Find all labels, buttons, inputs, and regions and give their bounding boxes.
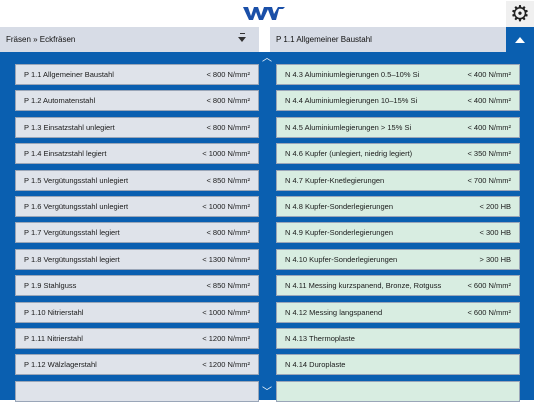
list-item[interactable]: P 1.10 Nitrierstahl < 1000 N/mm² bbox=[15, 301, 259, 323]
material-column-p: P 1.1 Allgemeiner Baustahl < 800 N/mm² P … bbox=[15, 64, 259, 407]
gear-icon: ⚙ bbox=[510, 1, 530, 26]
scroll-up-icon[interactable]: ︿ bbox=[262, 53, 272, 64]
settings-button[interactable]: ⚙ bbox=[506, 1, 534, 27]
dropdown-toggle[interactable] bbox=[236, 31, 248, 47]
list-item[interactable]: N 4.14 Duroplaste bbox=[276, 354, 520, 376]
list-item[interactable]: N 4.5 Aluminiumlegierungen > 15% Si < 400… bbox=[276, 116, 520, 138]
list-item[interactable]: P 1.12 Wälzlagerstahl < 1200 N/mm² bbox=[15, 354, 259, 376]
list-item[interactable]: P 1.3 Einsatzstahl unlegiert < 800 N/mm² bbox=[15, 116, 259, 138]
list-item[interactable]: N 4.10 Kupfer-Sonderlegierungen > 300 HB bbox=[276, 248, 520, 270]
list-item[interactable]: N 4.12 Messing langspanend < 600 N/mm² bbox=[276, 301, 520, 323]
list-item[interactable]: P 1.6 Vergütungsstahl unlegiert < 1000 N/… bbox=[15, 195, 259, 217]
list-item[interactable]: P 1.4 Einsatzstahl legiert < 1000 N/mm² bbox=[15, 143, 259, 165]
scroll-down-icon[interactable]: ﹀ bbox=[262, 387, 272, 398]
process-selector[interactable]: Fräsen » Eckfräsen bbox=[0, 27, 259, 52]
wvt-logo bbox=[243, 7, 285, 20]
list-item[interactable]: P 1.11 Nitrierstahl < 1200 N/mm² bbox=[15, 327, 259, 349]
list-item[interactable]: P 1.5 Vergütungsstahl unlegiert < 850 N/m… bbox=[15, 169, 259, 191]
list-item[interactable]: N 4.8 Kupfer-Sonderlegierungen < 200 HB bbox=[276, 195, 520, 217]
collapse-button[interactable] bbox=[506, 27, 534, 52]
list-item[interactable]: N 4.3 Aluminiumlegierungen 0.5–10% Si < 4… bbox=[276, 64, 520, 85]
list-item[interactable]: N 4.7 Kupfer-Knetlegierungen < 700 N/mm² bbox=[276, 169, 520, 191]
list-item[interactable]: P 1.8 Vergütungsstahl legiert < 1300 N/mm… bbox=[15, 248, 259, 270]
list-item[interactable]: P 1.7 Vergütungsstahl legiert < 800 N/mm² bbox=[15, 222, 259, 244]
chevron-up-icon bbox=[515, 36, 525, 43]
chevron-down-icon bbox=[238, 37, 246, 42]
list-item[interactable]: P 1.9 Stahlguss < 850 N/mm² bbox=[15, 275, 259, 297]
list-item[interactable]: N 4.11 Messing kurzspanend, Bronze, Rotg… bbox=[276, 275, 520, 297]
list-item[interactable]: P 1.1 Allgemeiner Baustahl < 800 N/mm² bbox=[15, 64, 259, 85]
list-item[interactable]: N 4.4 Aluminiumlegierungen 10–15% Si < 40… bbox=[276, 90, 520, 112]
list-item[interactable]: N 4.6 Kupfer (unlegiert, niedrig legiert… bbox=[276, 143, 520, 165]
list-item[interactable] bbox=[15, 380, 259, 402]
dash-icon bbox=[239, 33, 245, 34]
list-item[interactable] bbox=[276, 380, 520, 402]
list-item[interactable]: N 4.9 Kupfer-Sonderlegierungen < 300 HB bbox=[276, 222, 520, 244]
material-selector-value: P 1.1 Allgemeiner Baustahl bbox=[276, 35, 372, 44]
list-item[interactable]: N 4.13 Thermoplaste bbox=[276, 327, 520, 349]
list-item[interactable]: P 1.2 Automatenstahl < 800 N/mm² bbox=[15, 90, 259, 112]
material-column-n: N 4.3 Aluminiumlegierungen 0.5–10% Si < 4… bbox=[276, 64, 520, 407]
material-selector[interactable]: P 1.1 Allgemeiner Baustahl bbox=[270, 27, 506, 52]
process-selector-value: Fräsen » Eckfräsen bbox=[6, 35, 76, 44]
top-bar: ⚙ bbox=[0, 0, 534, 27]
